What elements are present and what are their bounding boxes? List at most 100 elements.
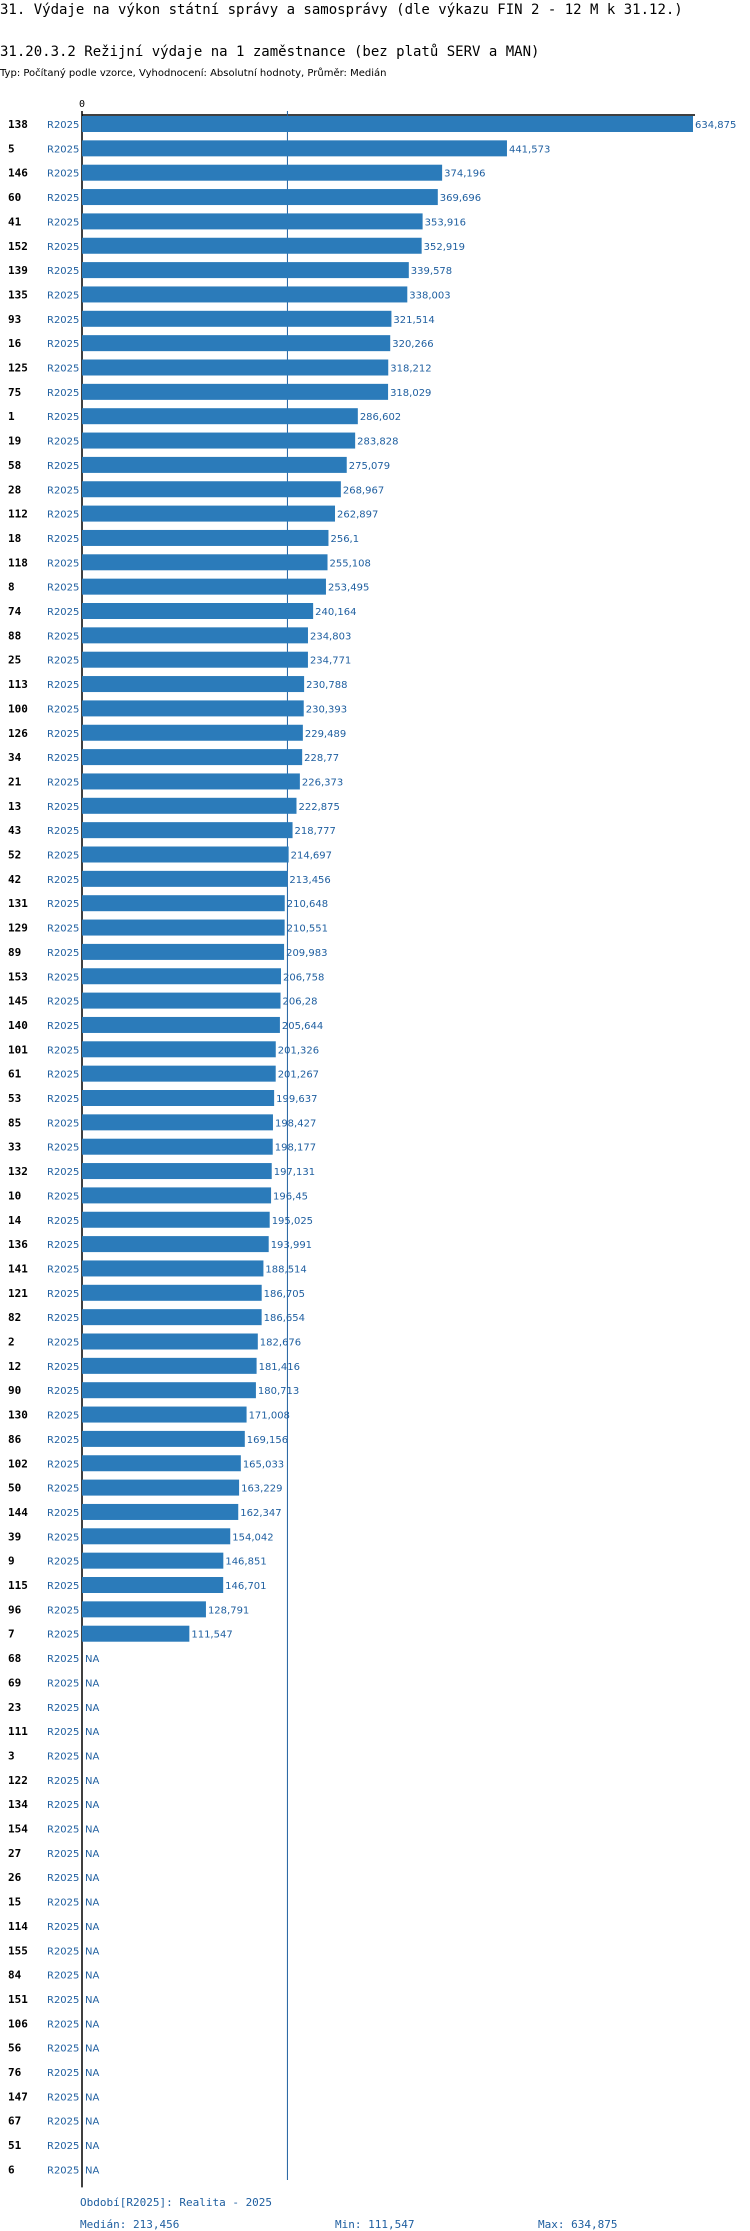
category-label: 86 [8,1433,22,1446]
series-label: R2025 [47,2068,79,2079]
value-label: 111,547 [191,1630,232,1641]
category-label: 25 [8,654,21,667]
series-label: R2025 [47,242,79,253]
value-label: 128,791 [208,1605,249,1616]
series-label: R2025 [47,2044,79,2055]
series-label: R2025 [47,1386,79,1397]
series-label: R2025 [47,631,79,642]
category-label: 41 [8,215,22,228]
bar [82,822,293,839]
category-label: 112 [8,508,28,521]
value-label: 206,758 [283,972,324,983]
category-label: 75 [8,386,21,399]
value-label: 181,416 [259,1362,300,1373]
series-label: R2025 [47,266,79,277]
bar [82,603,314,619]
value-label: 182,676 [260,1338,301,1349]
series-label: R2025 [47,534,79,545]
bar [82,1260,264,1277]
category-label: 56 [8,2042,22,2055]
bar [82,1309,262,1326]
value-label: 229,489 [305,729,346,740]
value-label: 199,637 [276,1094,317,1105]
series-label: R2025 [47,1581,79,1592]
value-label: 169,156 [247,1435,288,1446]
na-label: NA [85,2068,99,2079]
bar [82,456,347,473]
category-label: 151 [8,1993,28,2006]
category-label: 9 [8,1555,15,1568]
bar [82,1552,224,1569]
bar [82,359,389,376]
series-label: R2025 [47,364,79,375]
category-label: 76 [8,2066,22,2079]
series-label: R2025 [47,1313,79,1324]
bar [82,676,305,693]
bar [82,140,507,157]
series-label: R2025 [47,924,79,935]
bar [82,262,409,279]
category-label: 154 [8,1823,28,1836]
category-label: 122 [8,1774,28,1787]
bar [82,189,438,206]
category-label: 58 [8,459,21,472]
series-label: R2025 [47,1143,79,1154]
na-label: NA [85,2044,99,2055]
category-label: 141 [8,1262,28,1275]
series-label: R2025 [47,1873,79,1884]
series-label: R2025 [47,997,79,1008]
category-label: 15 [8,1896,21,1909]
series-label: R2025 [47,1118,79,1129]
series-label: R2025 [47,510,79,521]
series-label: R2025 [47,1021,79,1032]
series-label: R2025 [47,1995,79,2006]
na-label: NA [85,1825,99,1836]
na-label: NA [85,1654,99,1665]
bar [82,700,304,717]
bar [82,919,285,936]
category-label: 52 [8,849,21,862]
series-label: R2025 [47,2092,79,2103]
category-label: 90 [8,1384,21,1397]
bar [82,310,392,327]
series-label: R2025 [47,315,79,326]
value-label: 188,514 [265,1264,306,1275]
category-label: 88 [8,629,21,642]
series-label: R2025 [47,826,79,837]
bar [82,1406,247,1423]
na-label: NA [85,1995,99,2006]
na-label: NA [85,1898,99,1909]
value-label: 201,267 [278,1070,319,1081]
na-label: NA [85,2019,99,2030]
series-label: R2025 [47,729,79,740]
value-label: 230,393 [306,704,347,715]
category-label: 3 [8,1749,15,1762]
category-label: 106 [8,2017,28,2030]
category-label: 84 [8,1969,22,1982]
bar [82,1090,275,1106]
na-label: NA [85,1703,99,1714]
category-label: 1 [8,410,15,423]
value-label: 165,033 [243,1459,284,1470]
category-label: 12 [8,1360,21,1373]
series-label: R2025 [47,1338,79,1349]
series-label: R2025 [47,1362,79,1373]
value-label: 226,373 [302,777,343,788]
category-label: 7 [8,1628,15,1641]
series-label: R2025 [47,1094,79,1105]
series-label: R2025 [47,193,79,204]
series-label: R2025 [47,2117,79,2128]
value-label: 196,45 [273,1191,308,1202]
bar [82,1503,239,1520]
bar [82,1138,273,1155]
value-label: 210,648 [287,899,328,910]
series-label: R2025 [47,1070,79,1081]
value-label: 339,578 [411,266,452,277]
series-label: R2025 [47,169,79,180]
series-label: R2025 [47,1776,79,1787]
value-label: 214,697 [291,851,332,862]
category-label: 131 [8,897,28,910]
bar [82,1236,269,1253]
category-label: 125 [8,362,28,375]
category-label: 82 [8,1311,21,1324]
